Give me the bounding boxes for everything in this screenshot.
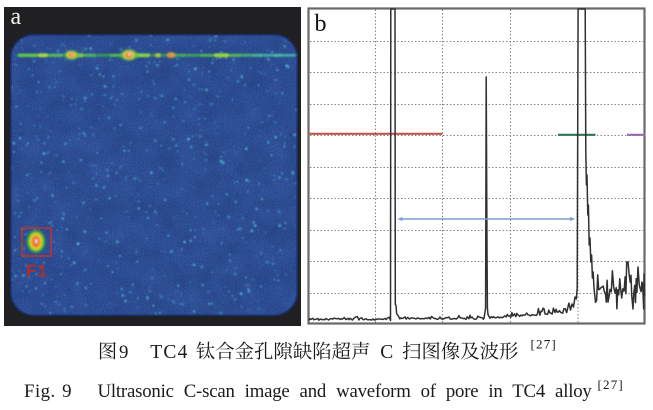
svg-text:Ultrasonic C-scan image and wa: Ultrasonic C-scan image and waveform of … [98,381,593,402]
svg-text:a: a [11,4,22,30]
svg-text:[27]: [27] [598,377,624,392]
svg-text:Fig. 9: Fig. 9 [24,381,72,402]
svg-text:[27]: [27] [531,337,557,352]
svg-text:F1: F1 [26,261,47,281]
svg-text:C: C [380,342,393,363]
svg-text:TC4: TC4 [150,342,188,363]
svg-text:9: 9 [119,342,128,363]
svg-text:b: b [315,11,327,37]
